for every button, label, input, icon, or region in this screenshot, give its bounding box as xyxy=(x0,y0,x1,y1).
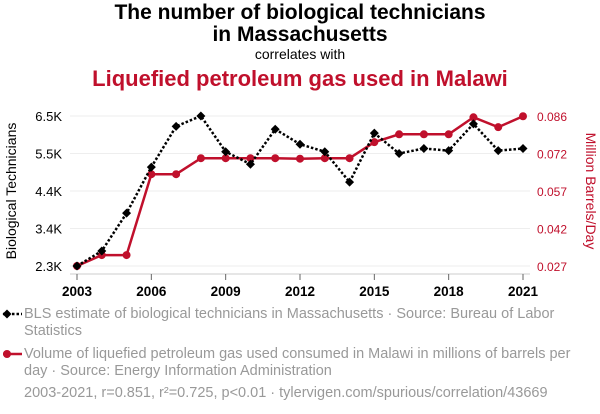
y-tick-right: 0.057 xyxy=(537,185,567,199)
y-tick-left: 6.5K xyxy=(35,109,62,124)
series-lpg-point xyxy=(419,130,428,139)
chart-title-2: Liquefied petroleum gas used in Malawi xyxy=(92,66,508,91)
series-technicians-point xyxy=(369,128,379,138)
series-technicians-point xyxy=(295,139,305,149)
series-technicians-point xyxy=(345,177,355,187)
series-lpg-point xyxy=(395,130,404,139)
series-lpg-point xyxy=(320,154,329,163)
series-lpg-point xyxy=(271,154,280,163)
series-technicians-point xyxy=(196,111,206,121)
series-technicians-point xyxy=(468,119,478,129)
series-technicians-point xyxy=(122,208,132,218)
series-lpg-point xyxy=(345,154,354,163)
series-lpg-point xyxy=(221,154,230,163)
y-tick-right: 0.086 xyxy=(537,110,567,124)
chart-subtitle: correlates with xyxy=(254,46,346,62)
series-technicians-point xyxy=(493,146,503,156)
series-technicians-point xyxy=(394,149,404,158)
legend-marker-circle-icon xyxy=(3,350,11,358)
x-tick-label: 2012 xyxy=(285,284,315,299)
y-tick-left: 3.4K xyxy=(35,222,62,237)
series-technicians-point xyxy=(171,121,181,131)
series-lpg-point xyxy=(494,123,503,132)
series-technicians-point xyxy=(518,144,528,153)
footer-stats: 2003-2021, r=0.851, r²=0.725, p<0.01 · t… xyxy=(24,385,548,401)
series-technicians-point xyxy=(245,159,255,169)
y-tick-right: 0.072 xyxy=(537,148,567,162)
x-tick-label: 2015 xyxy=(359,284,390,299)
chart-title: The number of biological technicians in … xyxy=(0,2,600,46)
series-technicians-point xyxy=(146,162,156,172)
series-lpg-point xyxy=(296,154,304,163)
legend-item-2: Volume of liquefied petroleum gas used c… xyxy=(24,346,571,379)
x-tick-label: 2006 xyxy=(136,284,167,299)
y-tick-right: 0.027 xyxy=(537,260,567,274)
y-axis-title-left: Biological Technicians xyxy=(3,123,19,260)
chart-title-line1: The number of biological technicians xyxy=(114,1,486,24)
series-lpg-point xyxy=(469,113,478,122)
series-lpg-point xyxy=(196,154,205,163)
series-technicians-point xyxy=(72,261,82,271)
series-technicians-point xyxy=(419,144,429,153)
series-technicians-point xyxy=(221,147,231,157)
legend-marker-diamond-icon xyxy=(2,309,12,319)
series-lpg-point xyxy=(122,251,131,260)
y-tick-left: 5.5K xyxy=(35,147,62,162)
series-lpg-point xyxy=(519,112,527,121)
series-technicians-point xyxy=(270,124,280,134)
x-tick-label: 2021 xyxy=(508,284,539,299)
x-tick-label: 2009 xyxy=(211,284,241,299)
series-lpg-point xyxy=(370,138,379,147)
series-technicians-point xyxy=(97,246,107,256)
x-tick-label: 2018 xyxy=(434,284,465,299)
series-lpg-point xyxy=(147,170,156,179)
series-lpg-point xyxy=(172,170,181,179)
legend-item-1: BLS estimate of biological technicians i… xyxy=(24,306,555,339)
series-lpg-point xyxy=(444,130,453,139)
x-tick-label: 2003 xyxy=(62,284,93,299)
series-technicians-point xyxy=(444,146,454,156)
y-tick-right: 0.042 xyxy=(537,223,567,237)
y-axis-title-right: Million Barrels/Day xyxy=(583,133,599,250)
y-tick-left: 4.4K xyxy=(35,184,62,199)
series-technicians-point xyxy=(320,147,330,157)
chart-title-line2: in Massachusetts xyxy=(212,23,388,46)
y-tick-left: 2.3K xyxy=(35,259,62,274)
